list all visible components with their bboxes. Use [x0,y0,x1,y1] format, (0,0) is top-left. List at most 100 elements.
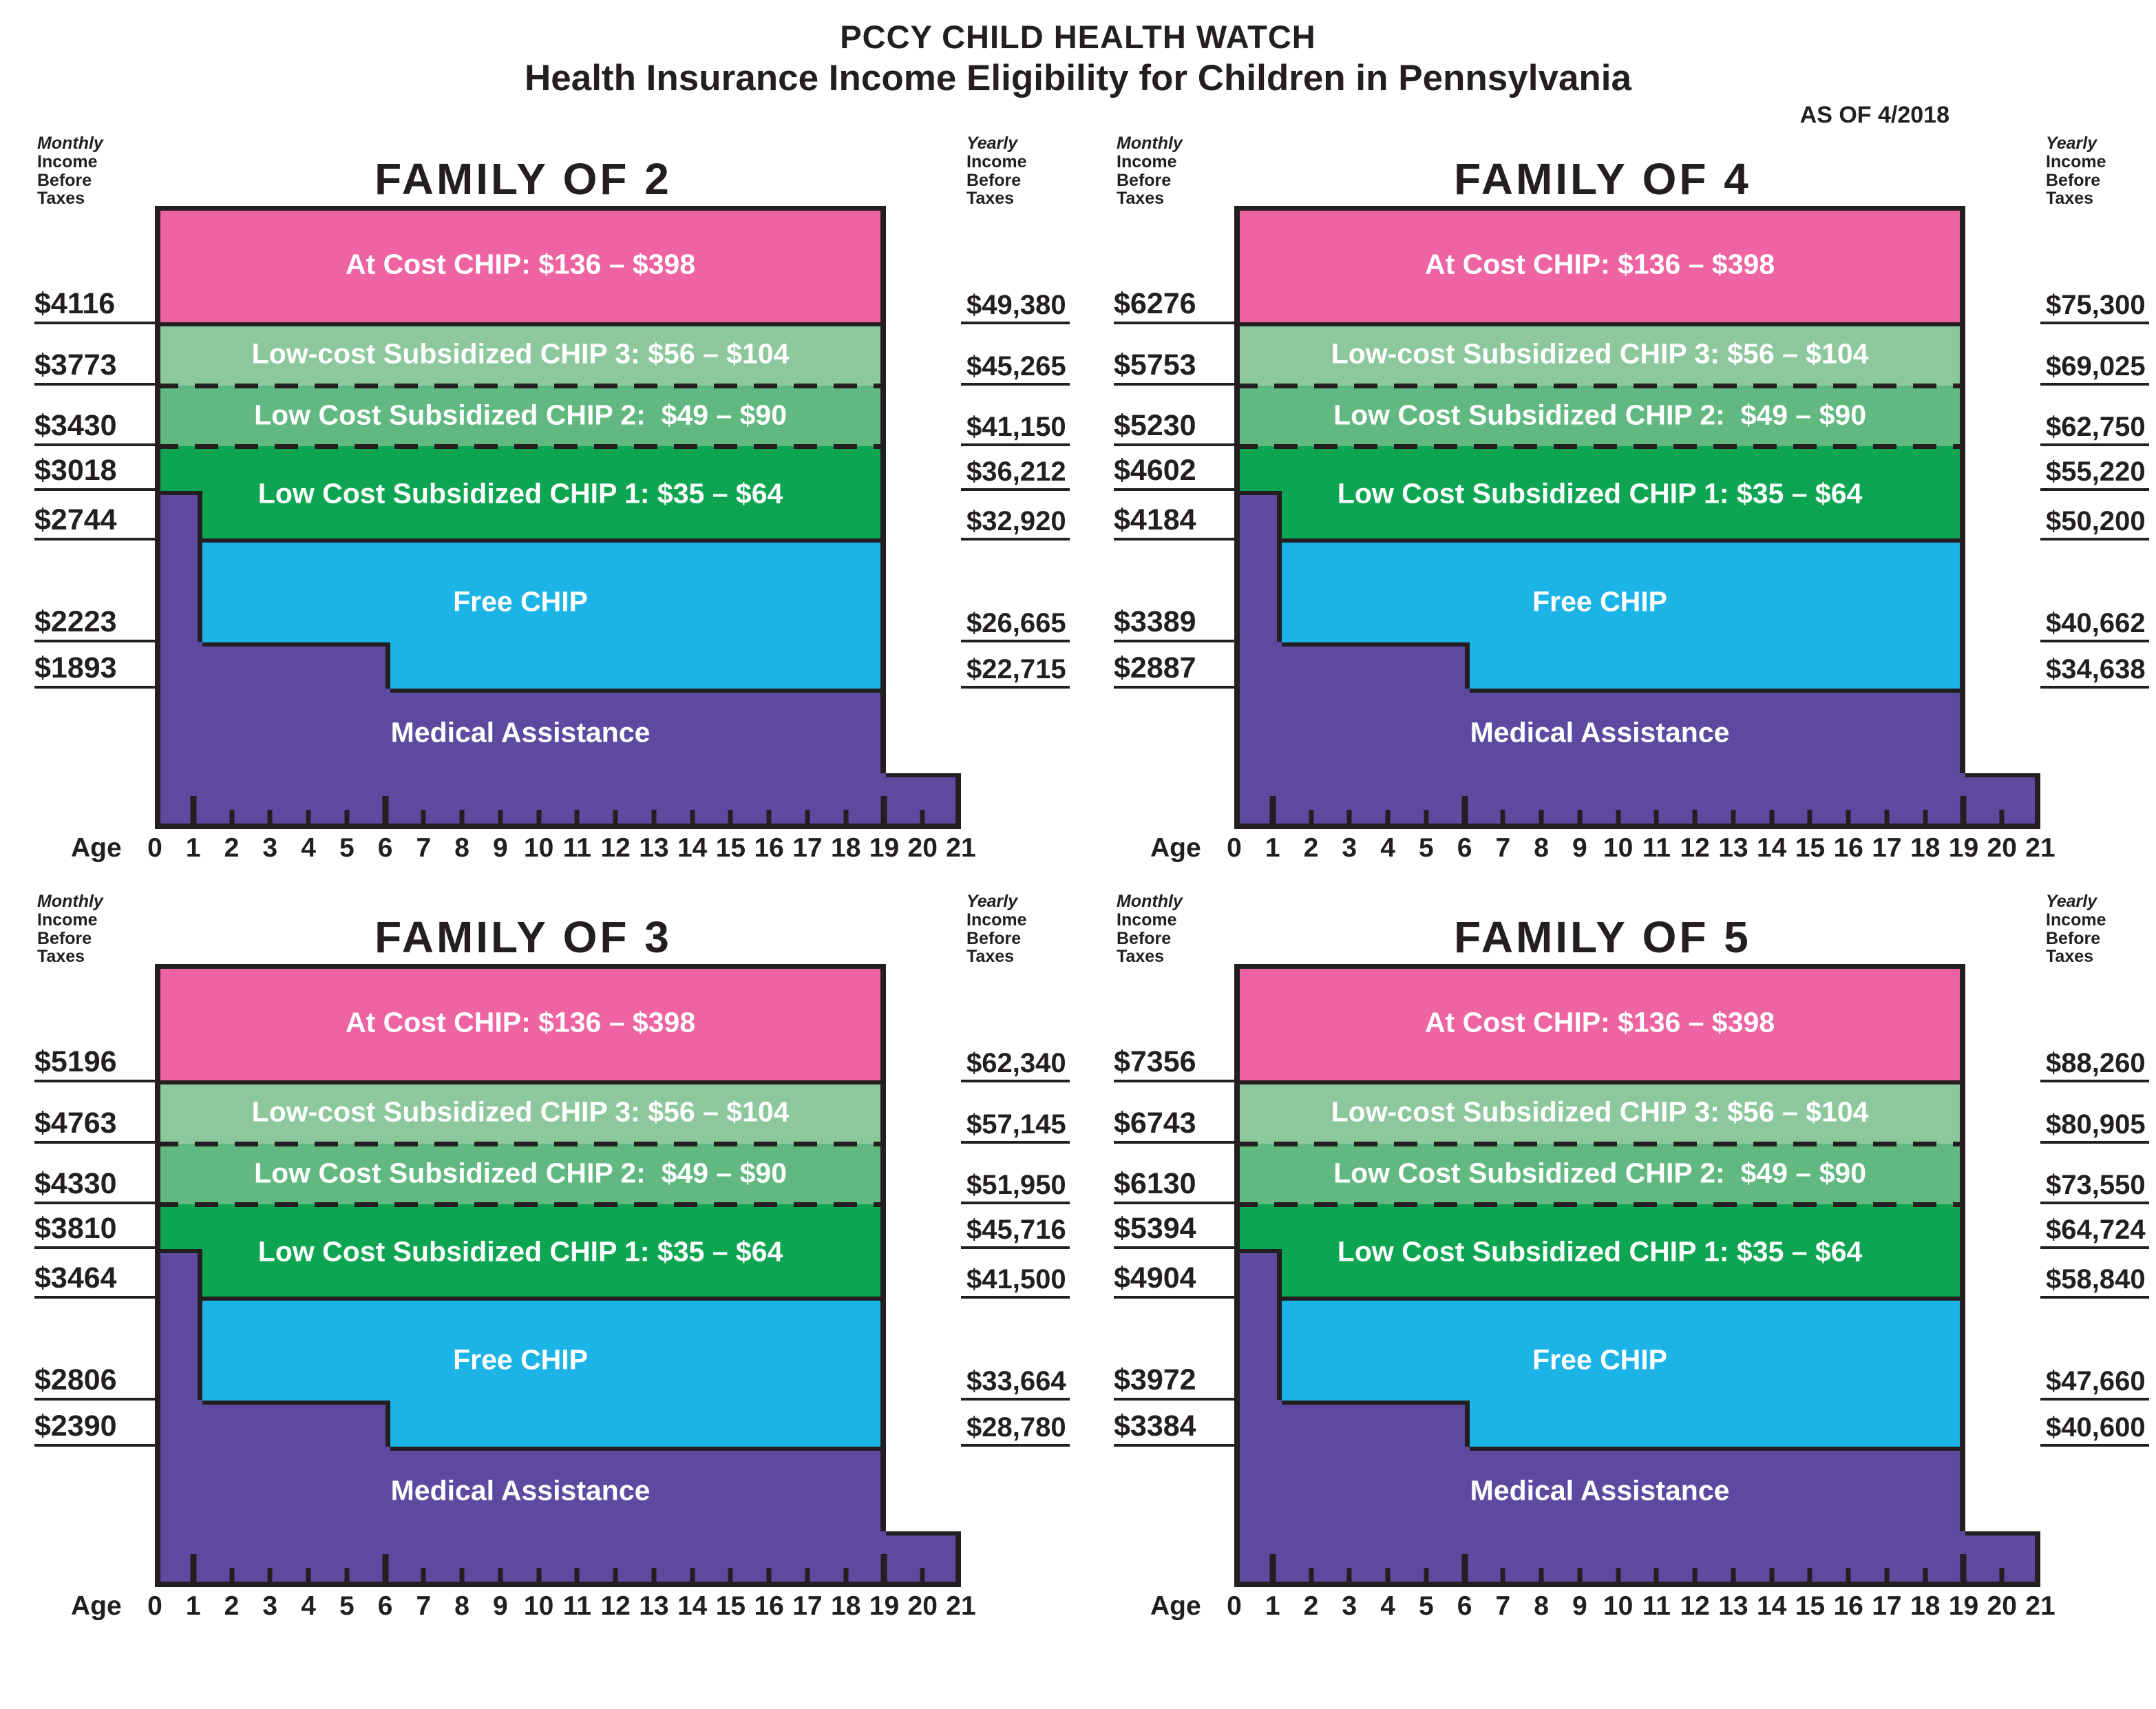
panel-title: FAMILY OF 2 [374,154,672,204]
age-tick-label: 1 [185,1591,201,1621]
medical-assistance-ages-6-18-step [1469,1447,1966,1587]
age-tick [1500,810,1505,829]
age-tick-label: 17 [1872,833,1902,863]
axis-header-line: Before [966,170,1022,190]
chip2-label: Low Cost Subsidized CHIP 2: $49 – $90 [1333,399,1867,431]
yearly-axis-header: Yearly Income Before Taxes [961,134,1070,208]
age-axis: Age 0 1 2 3 4 5 6 7 8 9 10 11 12 13 14 15 16 17 18 19 20 21 [71,829,976,869]
yearly-income-label: $33,664 [961,1367,1070,1401]
chip3-label: Low-cost Subsidized CHIP 3: $56 – $104 [1331,1095,1869,1128]
chip1-band [1234,446,1966,541]
yearly-income-label: $80,905 [2040,1111,2149,1144]
age-tick [1807,810,1812,829]
age-tick [574,810,580,829]
axis-header-line: Before [37,170,92,190]
chart-border-left [155,964,160,1587]
solid-boundary-line [1234,322,1966,326]
age-tick [1616,810,1621,829]
age-tick [267,1568,273,1587]
yearly-income-label: $41,500 [961,1266,1070,1299]
yearly-income-label: $32,920 [961,507,1070,541]
chart-baseline [1234,1582,2040,1587]
age-tick [536,1568,542,1587]
chip1-band [155,446,887,541]
panel-header: Monthly Income Before Taxes FAMILY OF 2 … [28,134,1070,208]
age-tick-label: 16 [1833,1591,1863,1621]
age-tick [1653,810,1659,829]
age-tick-label: 5 [339,833,355,863]
chart-border-right-age-19 [1960,964,1966,1531]
age-tick-label: 15 [715,1591,746,1621]
age-tick [1616,1568,1621,1587]
yearly-income-label: $40,600 [2040,1414,2149,1447]
age-tick-label: 14 [677,1591,708,1621]
dashed-boundary-line [1234,1141,1966,1146]
age-tick [1309,1568,1314,1587]
chart-baseline [1234,824,2040,829]
axis-header-line: Taxes [2046,947,2094,967]
chip2-label: Low Cost Subsidized CHIP 2: $49 – $90 [254,399,788,431]
eligibility-chart: At Cost CHIP: $136 – $398 Low-cost Subsi… [1234,206,2040,829]
age-tick-label: 2 [224,833,240,863]
age-tick-label: 20 [1987,833,2017,863]
age-tick [421,1568,426,1587]
age-tick [728,1568,733,1587]
age-tick-label: 11 [1642,1591,1671,1621]
yearly-income-label: $51,950 [961,1171,1070,1205]
step-edge-age-6 [385,1400,390,1447]
axis-header-line: Income [2046,151,2106,171]
age-axis-title: Age [1150,833,1201,863]
age-tick-label: 12 [600,833,631,863]
age-tick-label: 6 [377,1591,393,1621]
age-tick [1346,810,1352,829]
age-tick [651,1568,657,1587]
medical-assistance-under-1-step [155,1249,203,1587]
at-cost-chip-band [155,206,887,324]
age-tick [382,796,389,829]
panel-title: FAMILY OF 5 [1454,912,1751,962]
at-cost-chip-band [1234,964,1966,1082]
monthly-income-label: $6130 [1114,1169,1234,1205]
step-edge-age-6 [1464,1400,1470,1447]
yearly-income-label: $88,260 [2040,1049,2149,1082]
chip1-label: Low Cost Subsidized CHIP 1: $35 – $64 [257,1235,783,1268]
dashed-boundary-line [155,444,887,450]
axis-header-line: Income [966,151,1027,171]
age-tick-label: 7 [1495,833,1511,863]
age-tick [1653,1568,1659,1587]
age-tick [1269,1554,1276,1587]
age-axis: Age 0 1 2 3 4 5 6 7 8 9 10 11 12 13 14 15 16 17 18 19 20 21 [1150,829,2055,869]
age-tick [1461,796,1468,829]
chip1-label: Low Cost Subsidized CHIP 1: $35 – $64 [257,477,783,510]
age-tick [190,796,197,829]
solid-boundary-line [1282,538,1966,543]
age-tick [498,810,503,829]
medical-assistance-ages-6-18-step [390,689,887,829]
yearly-income-label: $69,025 [2040,353,2149,386]
chart-border-right-age-19 [880,964,887,1531]
age-tick-label: 11 [562,1591,591,1621]
eligibility-panel: Monthly Income Before Taxes FAMILY OF 5 … [1107,892,2149,1627]
age-tick-label: 13 [1718,1591,1748,1621]
yearly-income-label: $73,550 [2040,1171,2149,1205]
panel-body: $4116 $3773 $3430 $3018 $2744 $2223 $189… [28,206,1070,829]
solid-boundary-line [155,1080,887,1084]
monthly-income-label: $7356 [1114,1047,1234,1082]
age-tick-label: 19 [1948,1591,1979,1621]
medical-assistance-label: Medical Assistance [1470,716,1730,748]
age-ticks [155,964,961,1587]
axis-header-line: Before [2046,928,2101,948]
age-tick-label: 17 [792,1591,823,1621]
age-tick [843,1568,849,1587]
age-tick-label: 4 [301,1591,316,1621]
age-tick-label: 0 [1227,1591,1242,1621]
yearly-income-label: $45,716 [961,1216,1070,1250]
yearly-income-label: $58,840 [2040,1266,2149,1299]
age-tick [843,810,849,829]
age-tick-label: 19 [869,1591,900,1621]
monthly-income-scale: $7356 $6743 $6130 $5394 $4904 $3972 $338… [1107,964,1234,1587]
axis-header-line: Monthly [37,134,103,153]
age-tick-label: 8 [1534,1591,1549,1621]
age-tick-label: 3 [262,1591,278,1621]
age-tick-label: 4 [301,833,316,863]
